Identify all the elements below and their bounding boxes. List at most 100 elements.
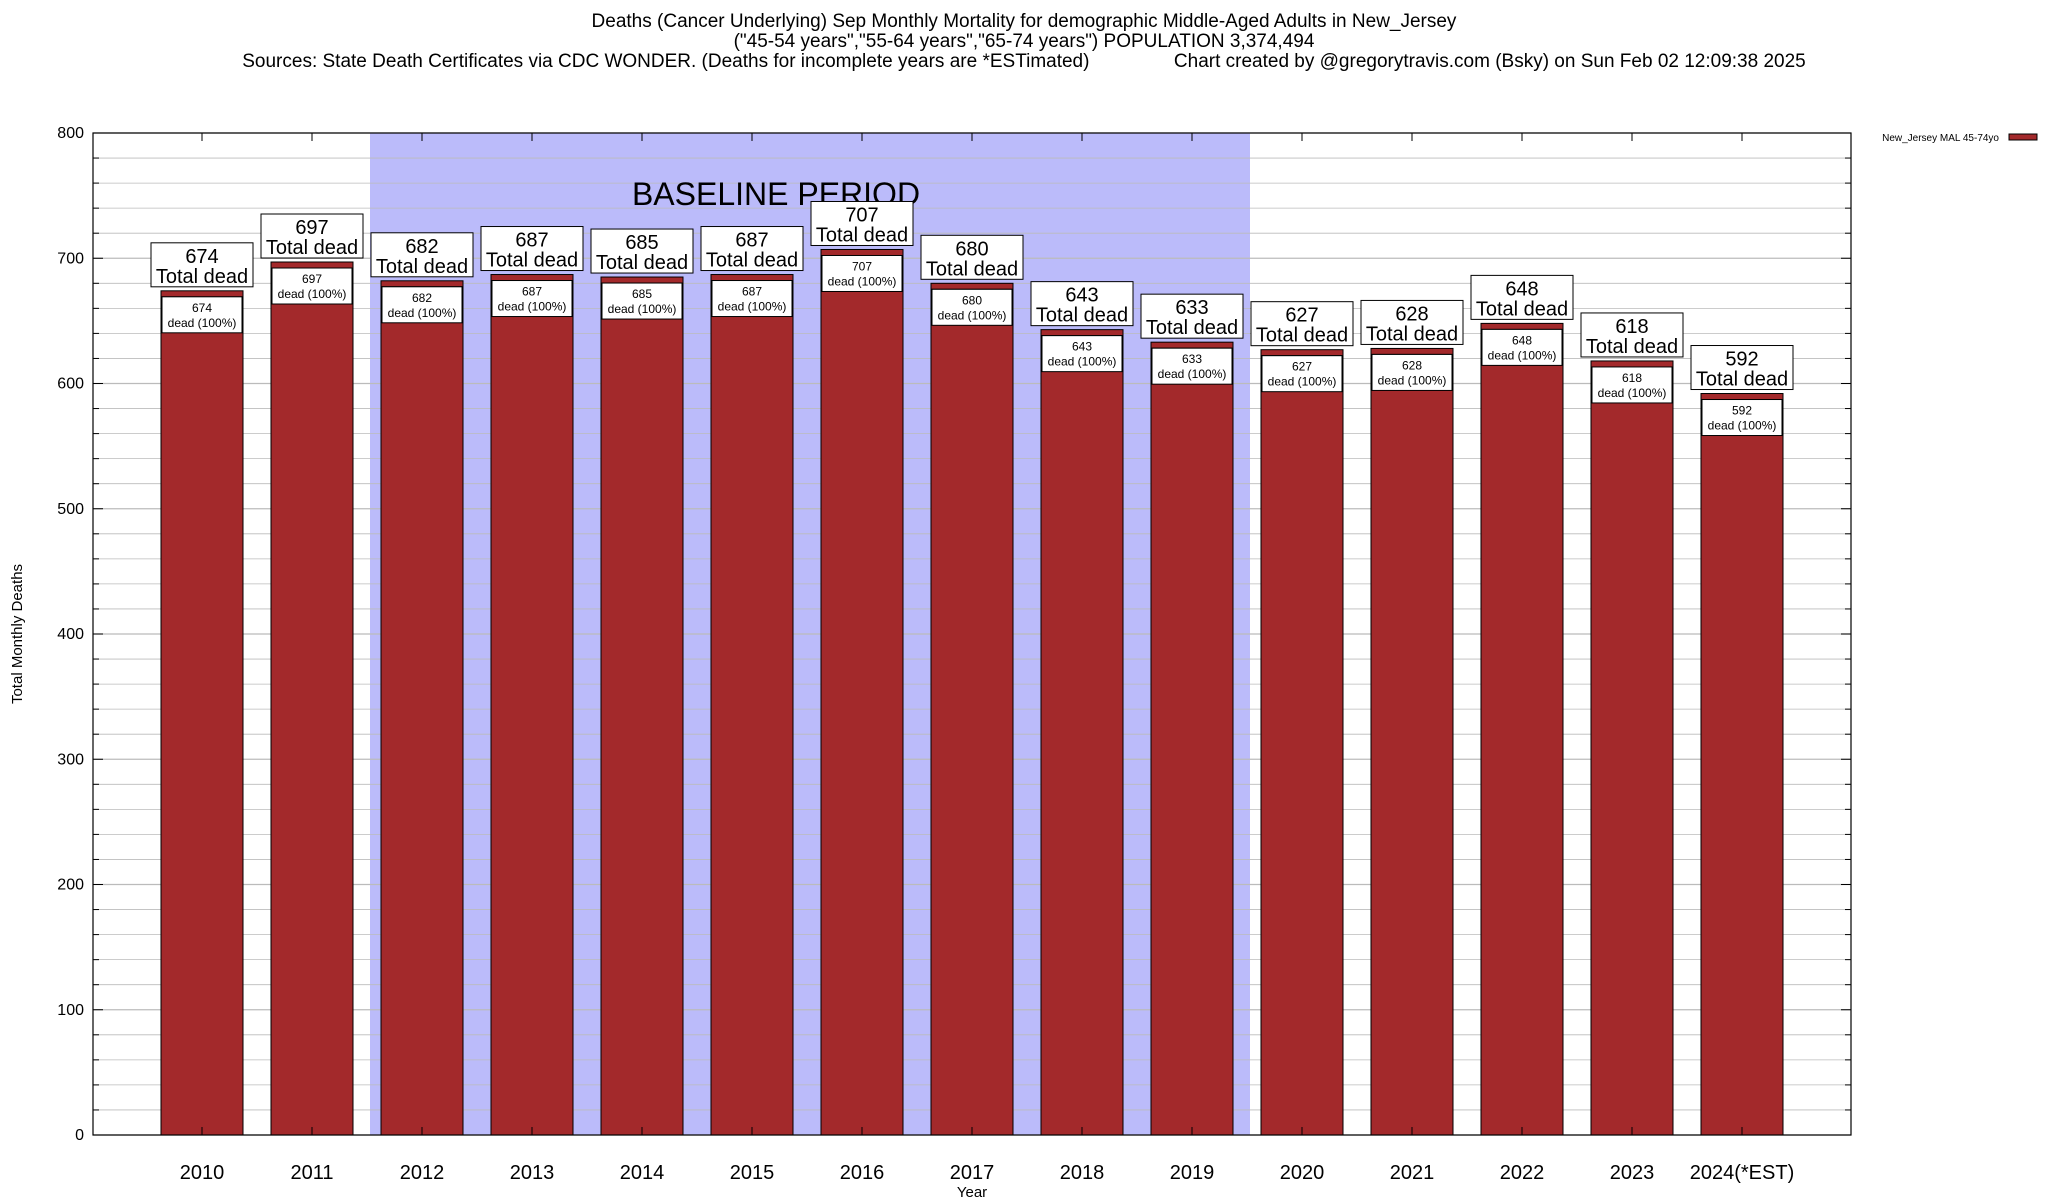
- x-tick-label: 2013: [510, 1162, 555, 1184]
- bar-inner-percent: dead (100%): [1598, 386, 1667, 400]
- x-tick-label: 2022: [1500, 1162, 1545, 1184]
- bar-inner-label-box: [1261, 355, 1343, 393]
- bar-inner-value: 618: [1622, 371, 1642, 385]
- bar: [600, 276, 684, 1136]
- bar: [380, 280, 464, 1136]
- bar-total-text: Total dead: [1036, 305, 1128, 327]
- bar-inner-percent: dead (100%): [718, 300, 787, 314]
- y-tick-label: 300: [57, 751, 84, 768]
- y-tick-label: 800: [57, 125, 84, 142]
- bar: [1260, 349, 1344, 1136]
- bar-total-label-box: [700, 226, 804, 272]
- bar-inner-percent: dead (100%): [1488, 348, 1557, 362]
- x-tick-label: 2011: [290, 1162, 333, 1184]
- bar-inner-label-box: [161, 296, 243, 334]
- bar-total-label-box: [480, 226, 584, 272]
- bar-total-text: Total dead: [596, 252, 688, 274]
- bar-inner-percent: dead (100%): [388, 306, 457, 320]
- bar-total-value: 628: [1395, 303, 1428, 325]
- bar-inner-percent: dead (100%): [1268, 375, 1337, 389]
- y-axis-title: Total Monthly Deaths: [9, 564, 26, 704]
- bar-inner-value: 680: [962, 293, 982, 307]
- bar: [1590, 360, 1674, 1136]
- bar-total-label-box: [1030, 281, 1134, 327]
- bar-total-text: Total dead: [1256, 325, 1348, 347]
- bar-inner-label-box: [1041, 335, 1123, 373]
- bar-inner-value: 648: [1512, 333, 1532, 347]
- bar-total-label-box: [1690, 345, 1794, 391]
- bar-inner-label-box: [381, 286, 463, 324]
- y-tick-label: 200: [57, 877, 84, 894]
- bar-inner-label-box: [1591, 366, 1673, 404]
- bar-total-label-box: [810, 200, 914, 246]
- bar-inner-label-box: [821, 254, 903, 292]
- bar-total-value: 685: [625, 232, 658, 254]
- bar: [160, 290, 244, 1136]
- x-axis-title: Year: [957, 1184, 987, 1200]
- legend-swatch: [2008, 133, 2038, 141]
- bar-total-label-box: [1470, 274, 1574, 320]
- bar-total-value: 633: [1175, 297, 1208, 319]
- bar-inner-percent: dead (100%): [828, 274, 897, 288]
- bar-total-value: 687: [735, 230, 768, 252]
- bar-total-value: 643: [1065, 285, 1098, 307]
- bar-total-text: Total dead: [1586, 336, 1678, 358]
- x-tick-label: 2023: [1610, 1162, 1655, 1184]
- x-tick-label: 2016: [840, 1162, 885, 1184]
- bar-total-label-box: [920, 234, 1024, 280]
- bar: [1370, 347, 1454, 1136]
- bar: [1040, 329, 1124, 1136]
- bar-total-text: Total dead: [816, 224, 908, 246]
- y-tick-label: 700: [57, 250, 84, 267]
- x-tick-label: 2018: [1060, 1162, 1105, 1184]
- bar-total-value: 674: [185, 246, 218, 268]
- bar-inner-label-box: [601, 282, 683, 320]
- bar-inner-label-box: [271, 267, 353, 305]
- x-tick-label: 2017: [950, 1162, 995, 1184]
- x-tick-label: 2014: [620, 1162, 665, 1184]
- bar-inner-value: 628: [1402, 358, 1422, 372]
- bar-total-value: 618: [1615, 316, 1648, 338]
- y-tick-label: 600: [57, 376, 84, 393]
- bar-total-text: Total dead: [1366, 323, 1458, 345]
- bar-inner-label-box: [1371, 353, 1453, 391]
- bar-inner-value: 633: [1182, 352, 1202, 366]
- bar-total-label-box: [260, 213, 364, 259]
- y-tick-label: 0: [75, 1127, 84, 1144]
- bar-total-text: Total dead: [266, 237, 358, 259]
- legend-label: New_Jersey MAL 45-74yo: [1882, 133, 1999, 144]
- bar-inner-label-box: [491, 280, 573, 318]
- bar-inner-percent: dead (100%): [608, 302, 677, 316]
- bar-total-text: Total dead: [926, 258, 1018, 280]
- bar-total-text: Total dead: [706, 250, 798, 272]
- bar-inner-label-box: [711, 280, 793, 318]
- x-tick-label: 2024(*EST): [1690, 1162, 1795, 1184]
- bar-inner-percent: dead (100%): [498, 300, 567, 314]
- bar-inner-label-box: [1481, 328, 1563, 366]
- bar-total-value: 697: [295, 217, 328, 239]
- bar-total-text: Total dead: [1696, 369, 1788, 391]
- bar-total-label-box: [150, 242, 254, 288]
- chart-source-line: Sources: State Death Certificates via CD…: [242, 51, 1806, 72]
- bar-total-label-box: [370, 232, 474, 278]
- bar-inner-value: 697: [302, 272, 322, 286]
- bar-inner-value: 592: [1732, 404, 1752, 418]
- bar-inner-value: 687: [522, 285, 542, 299]
- bar-inner-percent: dead (100%): [1048, 355, 1117, 369]
- bar: [490, 274, 574, 1136]
- bar-inner-percent: dead (100%): [1708, 419, 1777, 433]
- bar-total-text: Total dead: [1146, 317, 1238, 339]
- bar-total-value: 648: [1505, 278, 1538, 300]
- bar-total-label-box: [1140, 293, 1244, 339]
- bar-total-label-box: [1250, 301, 1354, 347]
- chart-title: Deaths (Cancer Underlying) Sep Monthly M…: [591, 11, 1457, 32]
- bar-inner-label-box: [1701, 399, 1783, 437]
- bar: [1480, 322, 1564, 1136]
- bar: [820, 248, 904, 1136]
- bar-total-label-box: [590, 228, 694, 274]
- bar: [1700, 393, 1784, 1136]
- bar-total-text: Total dead: [376, 256, 468, 278]
- bar-inner-value: 643: [1072, 340, 1092, 354]
- x-tick-label: 2015: [730, 1162, 775, 1184]
